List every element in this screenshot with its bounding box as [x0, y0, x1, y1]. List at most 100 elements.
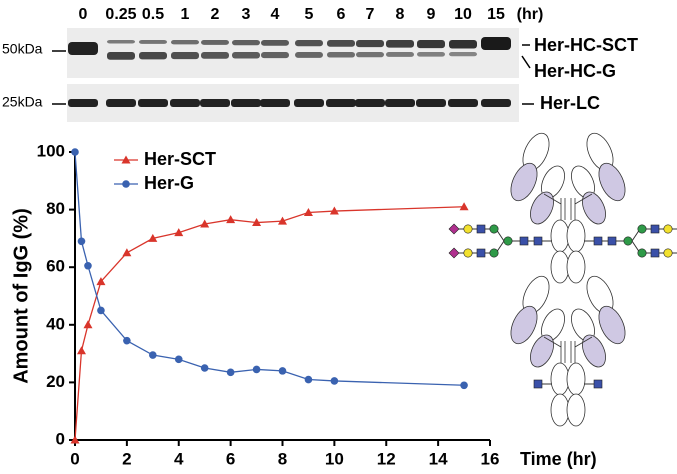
- band-pointer: [521, 44, 531, 69]
- band: [231, 99, 261, 107]
- lane-label: 5: [305, 6, 314, 23]
- glycan-glcnac: [650, 248, 660, 258]
- band: [260, 99, 290, 107]
- data-point: [303, 207, 313, 216]
- band: [449, 40, 477, 49]
- y-axis-label: Amount of IgG (%): [10, 208, 32, 384]
- glycan-glcnac: [533, 379, 543, 389]
- y-tick-label: 20: [46, 372, 65, 391]
- band: [295, 52, 323, 58]
- band: [327, 40, 355, 47]
- domain: [582, 191, 606, 225]
- chart: 0 20 40 60 80 100 0 2 4 6 8 10 12 14 16 Her-SCT Her-G: [37, 141, 500, 468]
- gel-bands: [68, 37, 511, 107]
- lane-label: 7: [366, 6, 375, 23]
- band: [232, 52, 260, 59]
- series-line: [74, 151, 465, 386]
- data-point: [278, 367, 287, 375]
- data-point: [149, 351, 157, 359]
- antibody: [510, 275, 626, 427]
- data-point: [122, 248, 132, 257]
- data-point: [226, 215, 236, 224]
- data-point: [329, 206, 339, 215]
- data-point: [252, 218, 262, 227]
- y-tick-label: 100: [37, 141, 65, 160]
- x-tick-label: 10: [325, 449, 344, 468]
- lane-label: 15: [487, 6, 505, 23]
- data-point: [174, 228, 184, 237]
- domain: [510, 162, 538, 202]
- data-point: [330, 377, 339, 385]
- lane-label: 1: [181, 6, 190, 23]
- band: [232, 40, 260, 46]
- glycan-sialic: [448, 223, 460, 235]
- band: [448, 99, 478, 107]
- band: [356, 40, 384, 48]
- glycan-hexose: [637, 248, 647, 258]
- data-point: [278, 216, 287, 225]
- band: [68, 99, 98, 107]
- glycan-glcnac: [593, 379, 603, 389]
- lane-label: 0: [79, 6, 88, 23]
- y-tick-label: 0: [56, 429, 65, 448]
- data-point: [460, 381, 468, 390]
- domain: [566, 393, 586, 427]
- band: [107, 40, 135, 44]
- band-label: Her-HC-G: [534, 61, 616, 81]
- glycan-glcnac: [593, 236, 603, 246]
- band: [449, 52, 477, 57]
- band: [386, 52, 414, 57]
- band: [200, 99, 230, 107]
- data-point: [77, 237, 86, 246]
- glycan-hexose: [623, 236, 633, 246]
- x-tick-label: 0: [70, 449, 79, 468]
- glycan-glcnac: [650, 224, 660, 234]
- domain: [530, 334, 554, 368]
- lane-label: 6: [337, 6, 346, 23]
- legend-label: Her-SCT: [144, 149, 216, 169]
- series-line: [74, 206, 465, 441]
- glycan-hexose: [637, 224, 647, 234]
- gel-unit: (hr): [517, 6, 544, 23]
- data-point: [84, 261, 92, 270]
- band: [481, 37, 511, 50]
- data-point: [200, 219, 210, 228]
- glycan-hexose: [663, 248, 673, 258]
- glycan-hexose: [489, 224, 499, 234]
- band: [385, 99, 415, 107]
- band: [68, 42, 98, 55]
- band: [417, 40, 445, 49]
- band: [327, 52, 355, 58]
- x-tick-label: 14: [429, 449, 448, 468]
- lane-label: 0.25: [105, 6, 136, 23]
- data-point: [97, 306, 105, 315]
- band: [139, 52, 167, 60]
- band: [295, 40, 323, 47]
- band: [170, 99, 200, 107]
- glycan-hexose: [463, 224, 473, 234]
- antibody: [448, 132, 677, 284]
- data-point: [96, 277, 106, 286]
- x-tick-label: 16: [481, 449, 500, 468]
- lane-label: 4: [271, 6, 280, 23]
- marker-label: 25kDa: [2, 94, 43, 110]
- y-tick-label: 80: [46, 199, 65, 218]
- band: [294, 99, 324, 107]
- y-tick-label: 40: [46, 314, 65, 333]
- hinge: [543, 193, 593, 220]
- domain: [582, 334, 606, 368]
- band: [416, 99, 446, 107]
- glycan-glcnac: [607, 236, 617, 246]
- glycan-hexose: [463, 248, 473, 258]
- x-tick-label: 4: [174, 449, 184, 468]
- band: [481, 99, 511, 107]
- data-point: [304, 375, 313, 384]
- band: [356, 52, 384, 58]
- glycan-hexose: [489, 248, 499, 258]
- lane-label: 0.5: [142, 6, 164, 23]
- legend-marker: [121, 155, 131, 164]
- data-point: [83, 320, 93, 329]
- y-tick-label: 60: [46, 257, 65, 276]
- band: [355, 99, 385, 107]
